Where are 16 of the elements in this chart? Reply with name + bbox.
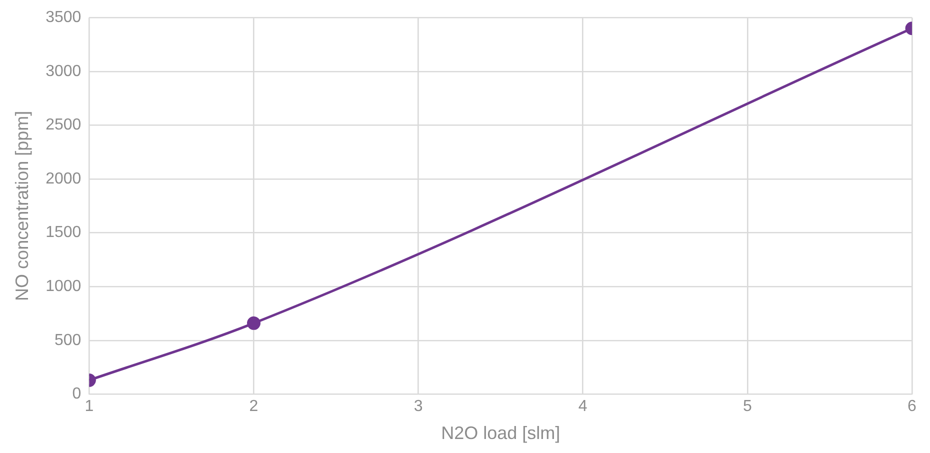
x-tick-label: 6 <box>908 398 917 416</box>
y-tick-label: 3500 <box>46 9 82 26</box>
x-tick-label: 2 <box>249 398 258 416</box>
y-tick-label: 0 <box>72 386 82 403</box>
y-tick-label: 1000 <box>46 278 82 296</box>
y-tick-label: 1500 <box>46 224 82 242</box>
x-tick-label: 4 <box>578 398 588 416</box>
y-tick-label: 2500 <box>46 116 82 134</box>
x-tick-label: 1 <box>84 398 94 416</box>
y-tick-label: 3000 <box>46 62 82 80</box>
x-tick-label: 3 <box>414 398 423 416</box>
y-axis-title: NO concentration [ppm] <box>12 110 32 301</box>
y-tick-label: 2000 <box>46 170 82 188</box>
x-axis-title: N2O load [slm] <box>441 423 560 444</box>
y-tick-label: 500 <box>54 332 82 349</box>
x-tick-label: 5 <box>742 398 752 416</box>
